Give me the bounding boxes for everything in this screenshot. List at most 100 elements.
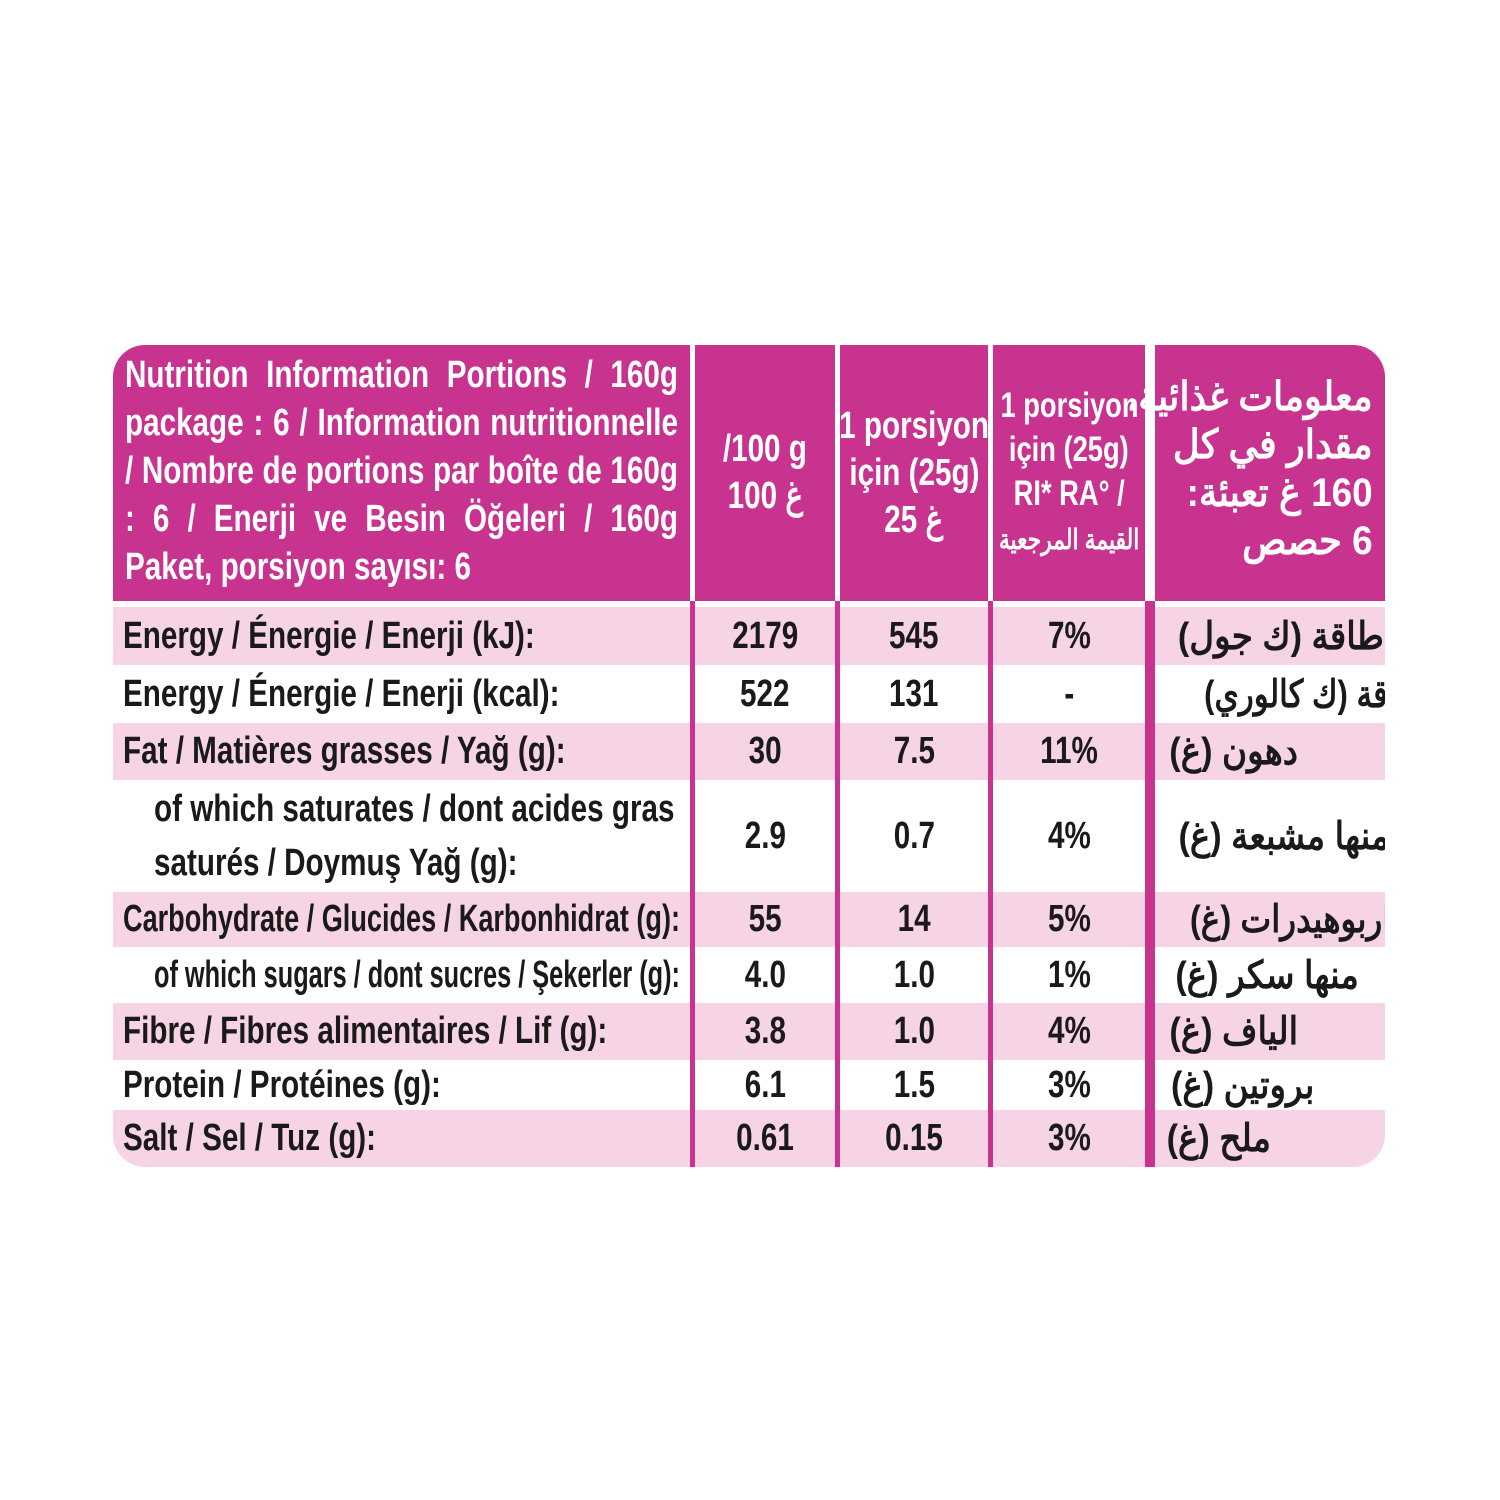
arabic-label: منها مشبعة (غ) <box>1178 815 1385 858</box>
header-title: Nutrition Information Portions / 160g pa… <box>125 354 678 588</box>
arabic-label-cell: طاقة (ك كالوري) <box>1145 665 1385 723</box>
arabic-label-cell: دهون (غ) <box>1145 723 1385 780</box>
divider <box>1145 601 1385 607</box>
nutrient-label: Energy / Énergie / Enerji (kJ): <box>123 614 535 657</box>
nutrient-label-cell: Salt / Sel / Tuz (g): <box>113 1110 690 1167</box>
arabic-label-cell: طاقة (ك جول) <box>1145 607 1385 665</box>
header-line: için (25g) <box>848 451 980 494</box>
value-per-100g: 2.9 <box>690 780 835 892</box>
value-per-portion: 1.0 <box>835 1003 988 1060</box>
header-line: 1 porsiyon <box>839 404 989 447</box>
header-line: 160 غ تعبئة: <box>1186 471 1373 515</box>
value: 522 <box>740 672 790 715</box>
value: 7% <box>1047 614 1091 657</box>
nutrition-table: Nutrition Information Portions / 160g pa… <box>113 345 1385 1167</box>
nutrient-label-cell: Fibre / Fibres alimentaires / Lif (g): <box>113 1003 690 1060</box>
arabic-label: طاقة (ك جول) <box>1177 615 1384 658</box>
value-ri: 5% <box>988 892 1145 947</box>
value: 0.7 <box>893 814 935 857</box>
value: 3% <box>1047 1063 1091 1106</box>
value: 1.0 <box>893 953 935 996</box>
header-title-cell: Nutrition Information Portions / 160g pa… <box>113 345 690 601</box>
nutrient-label-cell: Protein / Protéines (g): <box>113 1060 690 1110</box>
value: 6.1 <box>744 1063 786 1106</box>
header-ri: 1 porsiyon için (25g) RI* RA° / القيمة المر… <box>988 345 1145 601</box>
value: 0.15 <box>885 1117 943 1159</box>
nutrient-label-cell: Carbohydrate / Glucides / Karbonhidrat (… <box>113 892 690 947</box>
nutrient-label: Salt / Sel / Tuz (g): <box>123 1117 377 1159</box>
value: 131 <box>889 672 939 715</box>
header-line: /100 g <box>722 428 808 470</box>
value: 0.61 <box>736 1117 794 1159</box>
value-ri: 3% <box>988 1060 1145 1110</box>
header-line: için (25g) <box>1009 430 1129 469</box>
value: 5% <box>1047 898 1091 940</box>
header-line: 1 porsiyon <box>999 386 1139 425</box>
nutrient-label: Carbohydrate / Glucides / Karbonhidrat (… <box>123 898 680 940</box>
divider <box>988 601 1145 607</box>
label-line: saturés / Doymuş Yağ (g): <box>154 842 518 884</box>
value: 55 <box>748 898 782 940</box>
header-arabic: معلومات غذائية، مقدار في كل 160 غ تعبئة: 6 … <box>1127 345 1385 601</box>
arabic-label: طاقة (ك كالوري) <box>1204 673 1385 716</box>
value-per-portion: 131 <box>835 665 988 723</box>
value-per-100g: 0.61 <box>690 1110 835 1167</box>
value-ri: 4% <box>988 1003 1145 1060</box>
arabic-label-cell: منها مشبعة (غ) <box>1145 780 1385 892</box>
value: 3% <box>1047 1117 1091 1159</box>
value-per-100g: 2179 <box>690 607 835 665</box>
nutrient-label: of which sugars / dont sucres / Şekerler… <box>154 953 680 996</box>
arabic-label: بروتين (غ) <box>1170 1064 1315 1107</box>
value-per-portion: 0.7 <box>835 780 988 892</box>
value-per-100g: 4.0 <box>690 947 835 1003</box>
arabic-label: منها سكر (غ) <box>1175 954 1359 997</box>
value: 2.9 <box>744 814 786 857</box>
value: - <box>1064 672 1074 715</box>
nutrient-label: Fat / Matières grasses / Yağ (g): <box>123 730 566 772</box>
value: 4.0 <box>744 953 786 996</box>
arabic-label-cell: منها سكر (غ) <box>1145 947 1385 1003</box>
value-ri: - <box>988 665 1145 723</box>
value-ri: 11% <box>988 723 1145 780</box>
value: 1.0 <box>893 1010 935 1052</box>
nutrient-label-cell: of which sugars / dont sucres / Şekerler… <box>113 947 690 1003</box>
header-line: 25 غ <box>884 498 944 541</box>
value: 4% <box>1047 1010 1091 1052</box>
value-per-100g: 6.1 <box>690 1060 835 1110</box>
value-per-100g: 522 <box>690 665 835 723</box>
header-line: 6 حصص <box>1242 519 1373 563</box>
value: 7.5 <box>893 730 935 772</box>
header-per-100g: /100 g 100 غ <box>690 345 835 601</box>
arabic-label: ملح (غ) <box>1166 1118 1272 1160</box>
nutrient-label-cell: Fat / Matières grasses / Yağ (g): <box>113 723 690 780</box>
arabic-label-cell: كاربوهيدرات (غ) <box>1145 892 1385 947</box>
header-per-portion: 1 porsiyon için (25g) 25 غ <box>835 345 989 601</box>
nutrient-label-cell: Energy / Énergie / Enerji (kcal): <box>113 665 690 723</box>
value: 14 <box>897 898 931 940</box>
value-ri: 4% <box>988 780 1145 892</box>
value-per-100g: 3.8 <box>690 1003 835 1060</box>
value: 30 <box>748 730 782 772</box>
value: 545 <box>889 614 939 657</box>
nutrient-label: Fibre / Fibres alimentaires / Lif (g): <box>123 1010 608 1052</box>
nutrient-label: Protein / Protéines (g): <box>123 1063 441 1106</box>
header-line: مقدار في كل <box>1173 423 1373 467</box>
divider <box>113 601 690 607</box>
value: 2179 <box>732 614 798 657</box>
arabic-label-cell: ملح (غ) <box>1145 1110 1385 1167</box>
value-per-portion: 14 <box>835 892 988 947</box>
value-ri: 1% <box>988 947 1145 1003</box>
nutrient-label-cell: Energy / Énergie / Enerji (kJ): <box>113 607 690 665</box>
header-line: معلومات غذائية، <box>1126 375 1373 419</box>
header-line: القيمة المرجعية <box>998 524 1140 555</box>
divider <box>690 601 835 607</box>
divider <box>835 601 988 607</box>
label-line: of which saturates / dont acides gras <box>154 788 675 830</box>
value-per-portion: 1.5 <box>835 1060 988 1110</box>
arabic-label: دهون (غ) <box>1169 731 1299 773</box>
arabic-label: الياف (غ) <box>1169 1011 1299 1053</box>
value-per-portion: 7.5 <box>835 723 988 780</box>
value-per-100g: 55 <box>690 892 835 947</box>
value-per-portion: 1.0 <box>835 947 988 1003</box>
value: 4% <box>1047 814 1091 857</box>
